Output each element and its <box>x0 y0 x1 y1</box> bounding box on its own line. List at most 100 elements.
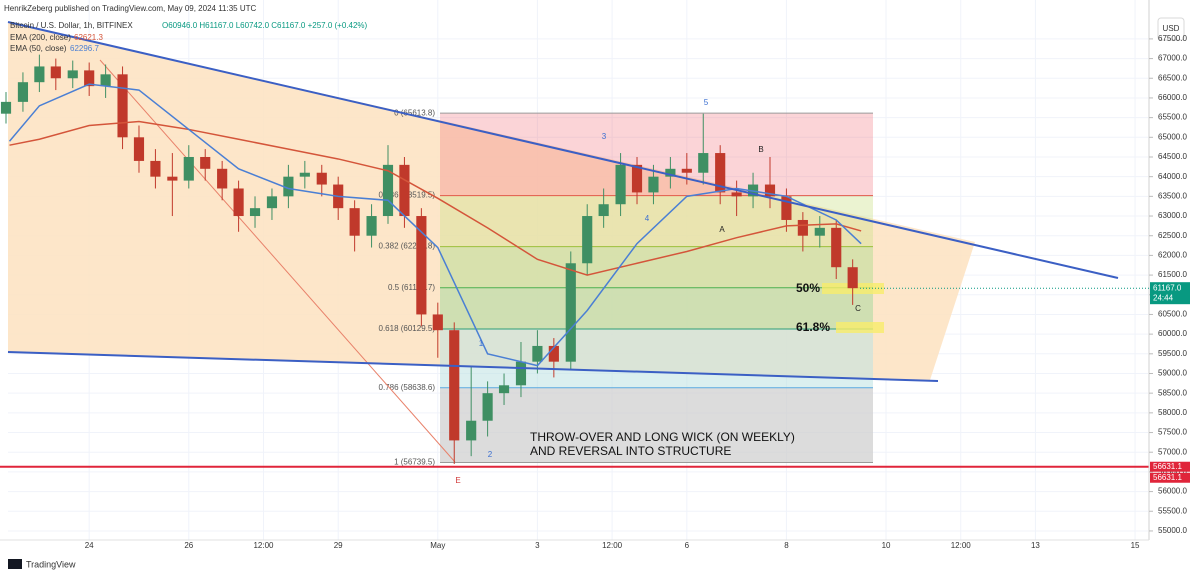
y-tick-label: 59000.0 <box>1158 369 1187 378</box>
candle-body <box>482 393 493 421</box>
candle-body <box>366 216 377 236</box>
y-tick-label: 56000.0 <box>1158 487 1187 496</box>
fib-band <box>440 246 873 288</box>
candle-body <box>681 168 692 173</box>
annotation: THROW-OVER AND LONG WICK (ON WEEKLY) <box>530 430 795 444</box>
y-tick-label: 62000.0 <box>1158 251 1187 260</box>
ema-line <box>9 120 862 276</box>
candle-body <box>299 172 310 177</box>
wedge-lower-line <box>7 351 939 382</box>
wave-label: B <box>758 145 763 154</box>
candle-body <box>399 164 410 217</box>
candle-body <box>266 196 278 209</box>
y-tick-label: 63500.0 <box>1158 191 1187 200</box>
candle-body <box>117 74 128 138</box>
candle-body <box>781 196 792 220</box>
candle-body <box>416 216 427 315</box>
x-tick-label: May <box>430 541 445 550</box>
candle-body <box>498 385 510 394</box>
price-tag <box>1150 461 1190 472</box>
x-tick-label: 12:00 <box>253 541 274 550</box>
candle-body <box>615 164 626 205</box>
countdown: 24:44 <box>1153 293 1174 302</box>
y-tick-label: 63000.0 <box>1158 211 1187 220</box>
y-tick-label: 55000.0 <box>1158 526 1187 535</box>
candle-body <box>84 70 95 87</box>
x-tick-label: 29 <box>334 541 343 550</box>
trend-line <box>99 59 456 463</box>
candle-body <box>249 208 261 217</box>
wave-label: 2 <box>488 450 493 459</box>
candle-body <box>0 101 12 114</box>
wedge-upper-line <box>7 21 1119 279</box>
legend-label: EMA (200, close) <box>10 33 71 42</box>
candle-body <box>797 219 808 236</box>
y-tick-label: 60500.0 <box>1158 310 1187 319</box>
price-tag <box>1150 282 1190 305</box>
candle-body <box>598 204 609 217</box>
publisher: HenrikZeberg published on TradingView.co… <box>4 4 257 13</box>
fib-label: 0.382 (62223.8) <box>379 242 436 251</box>
wave-label: 5 <box>704 98 709 107</box>
candle-body <box>382 164 394 217</box>
ohlc: O60946.0 H61167.0 L60742.0 C61167.0 +257… <box>162 21 368 30</box>
legend-value: 62296.7 <box>70 44 99 53</box>
y-tick-label: 65000.0 <box>1158 132 1187 141</box>
candle-body <box>847 267 858 289</box>
candle-body <box>50 66 61 79</box>
x-tick-label: 12:00 <box>602 541 623 550</box>
candle-body <box>167 176 178 181</box>
candle-body <box>217 168 228 189</box>
y-tick-label: 64000.0 <box>1158 172 1187 181</box>
fib-callout: 50% <box>796 281 820 295</box>
wave-label: C <box>855 304 861 313</box>
candle-body <box>565 263 576 362</box>
brand: TradingView <box>26 559 76 569</box>
price-tag <box>1150 472 1190 483</box>
wave-label: 3 <box>602 132 607 141</box>
y-tick-label: 59500.0 <box>1158 349 1187 358</box>
wave-label: 4 <box>645 214 650 223</box>
wedge-zone <box>8 22 975 380</box>
y-tick-label: 58500.0 <box>1158 388 1187 397</box>
x-axis: 24 26 12:00 29 May 3 12:00 6 8 10 12:00 13 15 <box>85 541 1140 550</box>
fib-label: 0.5 (61176.7) <box>388 283 435 292</box>
candle-body <box>582 216 593 264</box>
x-tick-label: 15 <box>1131 541 1140 550</box>
price-tag-label: 56631.1 <box>1153 462 1182 471</box>
y-tick-label: 65500.0 <box>1158 113 1187 122</box>
candle-body <box>731 192 742 197</box>
annotation: AND REVERSAL INTO STRUCTURE <box>530 444 731 458</box>
y-tick-label: 62500.0 <box>1158 231 1187 240</box>
fib-callout: 61.8% <box>796 320 830 334</box>
price-tag-label: 61167.0 <box>1153 283 1182 292</box>
logo <box>8 559 22 569</box>
y-tick-label: 60000.0 <box>1158 329 1187 338</box>
fib-label: 1 (56739.5) <box>394 458 435 467</box>
candle-body <box>631 164 643 193</box>
x-tick-label: 6 <box>685 541 690 550</box>
candle-body <box>316 172 327 185</box>
candle-body <box>67 70 78 79</box>
y-tick-label: 58000.0 <box>1158 408 1187 417</box>
legend-label: EMA (50, close) <box>10 44 67 53</box>
candle-body <box>100 74 111 87</box>
candle-body <box>283 176 294 197</box>
moving-averages <box>8 83 862 367</box>
fib-label: 0 (65613.8) <box>394 108 435 117</box>
candle-body <box>548 345 559 362</box>
price-tag-label: 56631.1 <box>1153 473 1182 482</box>
wave-label: A <box>719 225 725 234</box>
y-tick-label: 66000.0 <box>1158 93 1187 102</box>
candle-body <box>449 330 460 441</box>
currency-box <box>1157 17 1185 41</box>
x-tick-label: 10 <box>882 541 891 550</box>
candle-body <box>183 156 194 181</box>
y-tick-label: 67000.0 <box>1158 54 1187 63</box>
candle-body <box>17 82 29 102</box>
fib-band <box>440 329 873 388</box>
candle-body <box>200 156 211 169</box>
candle-body <box>34 66 45 83</box>
